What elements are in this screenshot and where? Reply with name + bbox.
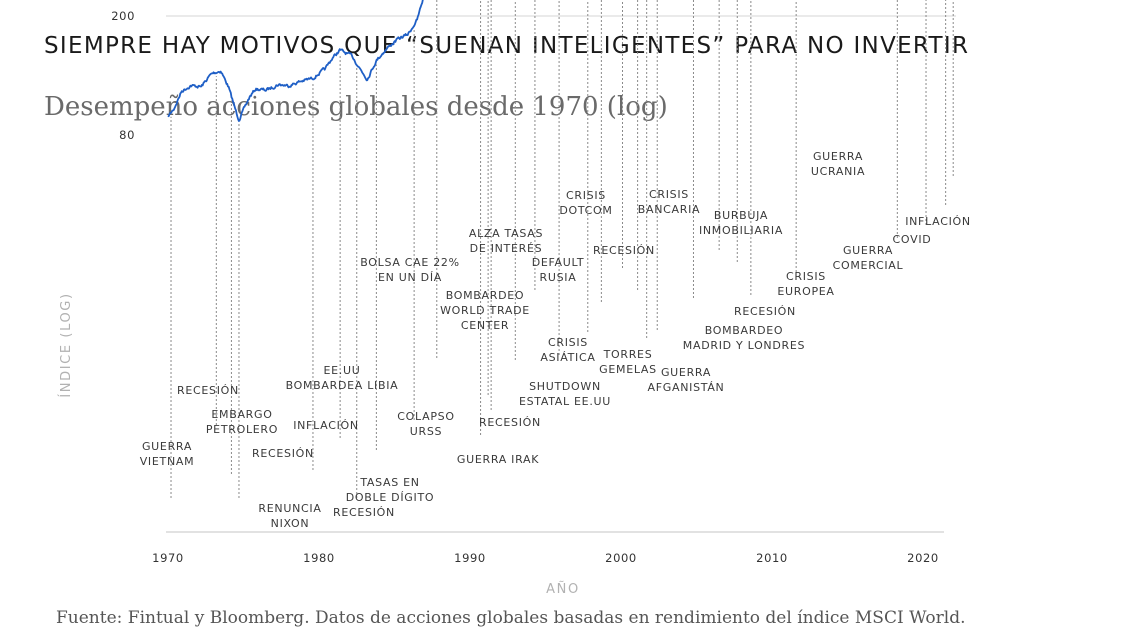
source-note: Fuente: Fintual y Bloomberg. Datos de ac… bbox=[56, 608, 966, 628]
annotation-label: BURBUJA INMOBILIARIA bbox=[699, 209, 783, 237]
x-axis-title: AÑO bbox=[546, 581, 580, 597]
annotations: GUERRA VIETNAM RECESIÓN EMBARGO PETROLERO REN… bbox=[140, 150, 971, 530]
annotation-label: RECESIÓN bbox=[333, 506, 395, 519]
chart-subtitle: Desempeño acciones globales desde 1970 (… bbox=[44, 92, 668, 122]
headline: SIEMPRE HAY MOTIVOS QUE “SUENAN INTELIGE… bbox=[44, 33, 970, 59]
annotation-label: INFLACIÓN bbox=[905, 215, 971, 228]
annotation-label: INFLACIÓN bbox=[293, 419, 359, 432]
annotation-label: CRISIS EUROPEA bbox=[777, 270, 834, 298]
annotation-label: GUERRA IRAK bbox=[457, 453, 539, 466]
annotation-label: DEFAULT RUSIA bbox=[532, 256, 585, 284]
x-tick-label: 1970 bbox=[152, 551, 184, 565]
annotation-label: CRISIS ASIÁTICA bbox=[540, 336, 595, 364]
annotation-label: COLAPSO URSS bbox=[397, 410, 454, 438]
x-tick-label: 1990 bbox=[454, 551, 486, 565]
annotation-label: CRISIS BANCARIA bbox=[638, 188, 701, 216]
annotation-label: TORRES GEMELAS bbox=[599, 348, 657, 376]
y-tick-label: 200 bbox=[111, 9, 135, 23]
annotation-label: RECESIÓN bbox=[252, 447, 314, 460]
series bbox=[167, 0, 424, 122]
annotation-label: GUERRA VIETNAM bbox=[140, 440, 195, 468]
annotation-label: RECESIÓN bbox=[734, 305, 796, 318]
annotation-label: BOMBARDEO WORLD TRADE CENTER bbox=[440, 289, 530, 332]
annotation-label: GUERRA AFGANISTÁN bbox=[648, 366, 725, 394]
annotation-label: RENUNCIA NIXON bbox=[258, 502, 321, 530]
x-tick-label: 2020 bbox=[907, 551, 939, 565]
y-axis-ticks: 802005001.0005.000 bbox=[111, 9, 135, 142]
annotation-label: EE.UU BOMBARDEA LIBIA bbox=[286, 364, 399, 392]
annotation-label: TASAS EN DOBLE DÍGITO bbox=[346, 476, 435, 504]
x-axis-ticks: 1970 1980 1990 2000 2010 2020 bbox=[152, 551, 939, 565]
grid bbox=[166, 15, 956, 533]
x-tick-label: 1980 bbox=[303, 551, 335, 565]
annotation-leaders bbox=[170, 0, 954, 498]
annotation-label: EMBARGO PETROLERO bbox=[206, 408, 278, 436]
annotation-label: BOLSA CAE 22% EN UN DÍA bbox=[360, 256, 460, 284]
x-tick-label: 2010 bbox=[756, 551, 788, 565]
annotation-label: ALZA TASAS DE INTERÉS bbox=[469, 227, 543, 255]
annotation-label: BOMBARDEO MADRID Y LONDRES bbox=[683, 324, 805, 352]
x-tick-label: 2000 bbox=[605, 551, 637, 565]
annotation-label: RECESIÓN bbox=[479, 416, 541, 429]
annotation-label: GUERRA COMERCIAL bbox=[833, 244, 904, 272]
y-tick-label: 80 bbox=[119, 128, 135, 142]
series-line-msci-world bbox=[167, 0, 424, 122]
annotation-label: CRISIS DOTCOM bbox=[559, 189, 612, 217]
annotation-label: RECESIÓN bbox=[177, 384, 239, 397]
y-axis-title: ÍNDICE (LOG) bbox=[58, 292, 74, 397]
annotation-label: RECESIÓN bbox=[593, 244, 655, 257]
annotation-label: COVID bbox=[893, 233, 932, 246]
annotation-label: GUERRA UCRANIA bbox=[811, 150, 865, 178]
annotation-label: SHUTDOWN ESTATAL EE.UU bbox=[519, 380, 611, 408]
